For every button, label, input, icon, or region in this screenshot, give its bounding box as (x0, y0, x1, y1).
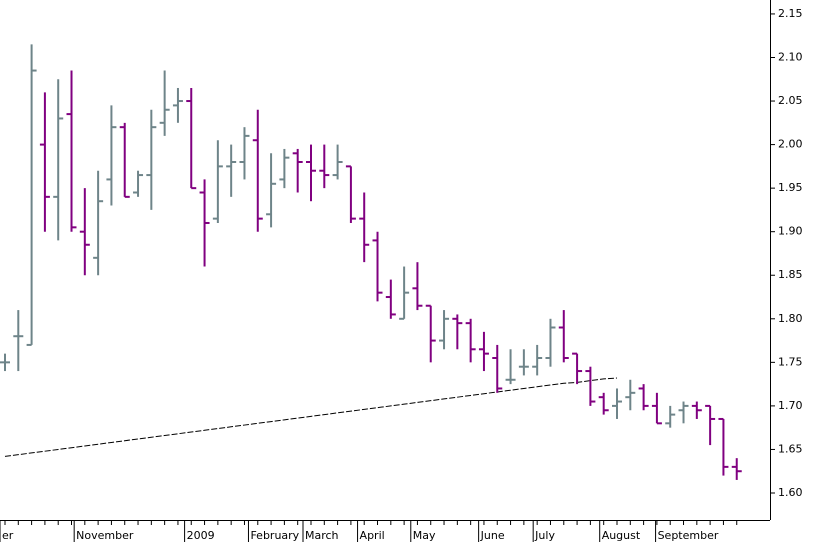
y-tick-label: 1.75 (778, 355, 803, 368)
x-tick-label: July (534, 529, 555, 542)
y-tick-label: 2.15 (778, 7, 803, 20)
y-tick-label: 1.70 (778, 399, 803, 412)
x-tick-label: er (2, 529, 14, 542)
x-tick-label: March (305, 529, 339, 542)
y-tick-label: 1.60 (778, 486, 803, 499)
x-tick-label: November (76, 529, 134, 542)
y-tick-label: 1.85 (778, 268, 803, 281)
y-tick-label: 1.90 (778, 225, 803, 238)
y-tick-label: 1.95 (778, 181, 803, 194)
y-tick-label: 2.00 (778, 138, 803, 151)
y-tick-label: 2.10 (778, 50, 803, 63)
x-tick-label: September (658, 529, 719, 542)
y-tick-label: 1.65 (778, 442, 803, 455)
x-tick-label: June (480, 529, 505, 542)
y-tick-label: 1.80 (778, 312, 803, 325)
x-tick-label: February (250, 529, 299, 542)
x-tick-label: May (413, 529, 436, 542)
x-tick-label: August (602, 529, 641, 542)
x-tick-label: April (360, 529, 385, 542)
y-tick-label: 2.05 (778, 94, 803, 107)
x-tick-label: 2009 (187, 529, 215, 542)
moving-average-line (4, 377, 618, 457)
